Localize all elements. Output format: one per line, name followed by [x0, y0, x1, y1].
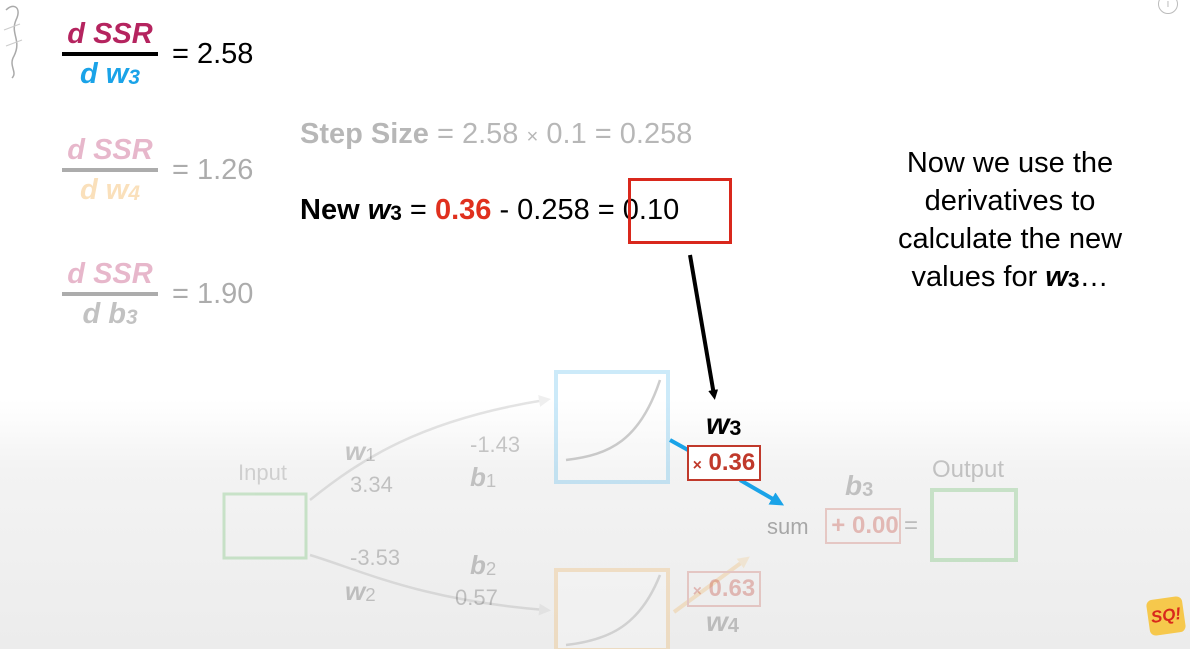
- b1-value: -1.43: [470, 432, 521, 457]
- logo: SQ!: [1145, 595, 1187, 637]
- step-size-equation: Step Size = 2.58 × 0.1 = 0.258: [300, 118, 693, 150]
- equals-sign: =: [904, 512, 919, 539]
- input-to-top-arrow: [309, 395, 551, 501]
- w3-arrow-start: [669, 438, 689, 452]
- input-box: [222, 492, 308, 560]
- fraction-bar: [62, 292, 158, 296]
- derivative-value: = 1.90: [172, 278, 254, 310]
- faded-network: [222, 370, 1018, 649]
- w1-label: w1: [345, 436, 376, 466]
- output-box: [930, 488, 1018, 562]
- w3-weight: × 0.36: [692, 449, 756, 476]
- w4-arrow: [672, 556, 750, 614]
- step-size-label: Step Size: [300, 118, 429, 150]
- fraction-bar: [62, 168, 158, 172]
- derivative-value: = 2.58: [172, 38, 254, 70]
- old-w3-value: 0.36: [434, 194, 492, 226]
- doodle-icon: [3, 5, 23, 79]
- w3-arrow-end: [738, 478, 785, 506]
- denominator: d w4: [80, 174, 140, 206]
- numerator: d SSR: [67, 134, 153, 166]
- top-softplus-curve: [565, 379, 662, 462]
- denominator: d w3: [80, 58, 140, 90]
- input-label: Input: [238, 460, 287, 485]
- fraction-dssr-dw4: d SSR d w4: [62, 134, 158, 210]
- w3-box: [687, 445, 761, 481]
- bottom-activation-box: [554, 568, 670, 649]
- b2-value: 0.57: [455, 585, 498, 610]
- w4-weight: × 0.63: [692, 575, 756, 602]
- output-label: Output: [932, 456, 1005, 483]
- w2-value: -3.53: [350, 545, 401, 570]
- bottom-softplus-curve: [565, 574, 662, 647]
- numerator: d SSR: [67, 258, 153, 290]
- top-activation-box: [554, 370, 670, 484]
- new-w3-result: = 0.10: [597, 194, 680, 226]
- fraction-dssr-db3: d SSR d b3: [62, 258, 158, 334]
- b3-value: + 0.00: [831, 512, 899, 539]
- new-w3-equation: New w3 = 0.36 - 0.258 = 0.10: [300, 194, 680, 226]
- narration-text: Now we use the derivatives to calculate …: [897, 147, 1123, 293]
- b3-label: b3: [845, 470, 874, 501]
- w1-value: 3.34: [350, 472, 393, 497]
- fraction-dssr-dw3: d SSR d w3: [62, 18, 158, 94]
- b1-label: b1: [470, 462, 497, 492]
- fraction-bar: [62, 52, 158, 56]
- b2-label: b2: [470, 550, 497, 580]
- numerator: d SSR: [67, 18, 153, 50]
- info-icon[interactable]: i: [1158, 0, 1178, 14]
- w4-box: [687, 571, 761, 607]
- w3-label: w3: [706, 408, 742, 441]
- result-highlight-box: [628, 178, 732, 244]
- pointer-arrow: [688, 254, 719, 400]
- denominator: d b3: [82, 298, 138, 330]
- w4-label: w4: [706, 606, 739, 637]
- derivative-value: = 1.26: [172, 154, 254, 186]
- w2-label: w2: [345, 576, 376, 606]
- sum-label: sum: [767, 514, 809, 539]
- input-to-bottom-arrow: [309, 553, 551, 616]
- b3-box: [825, 508, 901, 544]
